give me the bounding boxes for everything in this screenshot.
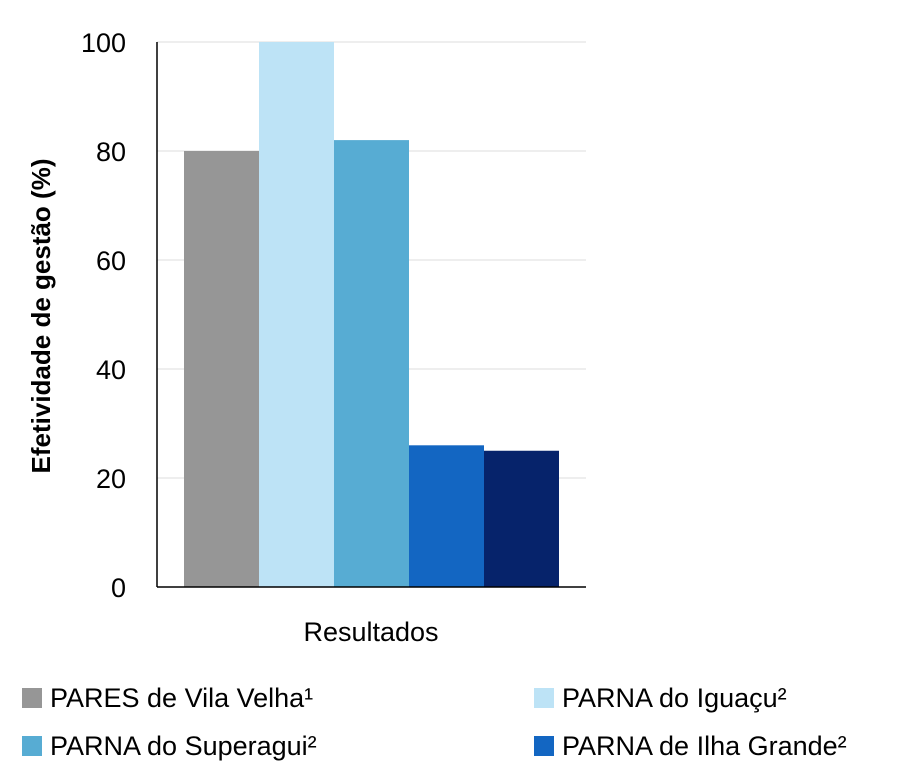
legend-item-iguacu: PARNA do Iguaçu² bbox=[534, 676, 787, 720]
bar-series-5 bbox=[484, 450, 559, 587]
y-tick-label-80: 80 bbox=[96, 137, 126, 167]
y-axis-tick-labels: 0 20 40 60 80 100 bbox=[81, 28, 126, 603]
legend-swatch-vila-velha bbox=[22, 688, 42, 708]
y-tick-label-40: 40 bbox=[96, 355, 126, 385]
bar-chart: 0 20 40 60 80 100 Efetividade de gestão (%) R… bbox=[26, 28, 586, 647]
bar-series-1 bbox=[184, 151, 259, 587]
y-tick-label-100: 100 bbox=[81, 28, 126, 58]
x-category-label: Resultados bbox=[303, 617, 438, 647]
legend-label-ilha-grande: PARNA de Ilha Grande² bbox=[562, 731, 847, 761]
legend-label-superagui: PARNA do Superagui² bbox=[50, 731, 317, 761]
legend-swatch-iguacu bbox=[534, 688, 554, 708]
legend-label-iguacu: PARNA do Iguaçu² bbox=[562, 683, 787, 713]
y-tick-label-60: 60 bbox=[96, 246, 126, 276]
bar-series-3 bbox=[334, 140, 409, 587]
y-axis-title: Efetividade de gestão (%) bbox=[26, 159, 56, 474]
legend-swatch-ilha-grande bbox=[534, 736, 554, 756]
y-tick-label-20: 20 bbox=[96, 464, 126, 494]
legend-label-vila-velha: PARES de Vila Velha¹ bbox=[50, 683, 314, 713]
bars bbox=[184, 42, 559, 587]
bar-series-4 bbox=[409, 445, 484, 587]
legend-item-superagui: PARNA do Superagui² bbox=[22, 724, 317, 768]
legend: PARES de Vila Velha¹ PARNA do Iguaçu² PA… bbox=[0, 672, 902, 784]
legend-item-vila-velha: PARES de Vila Velha¹ bbox=[22, 676, 313, 720]
bar-series-2 bbox=[259, 42, 334, 587]
y-tick-label-0: 0 bbox=[111, 573, 126, 603]
legend-swatch-superagui bbox=[22, 736, 42, 756]
legend-item-ilha-grande: PARNA de Ilha Grande² bbox=[534, 724, 847, 768]
